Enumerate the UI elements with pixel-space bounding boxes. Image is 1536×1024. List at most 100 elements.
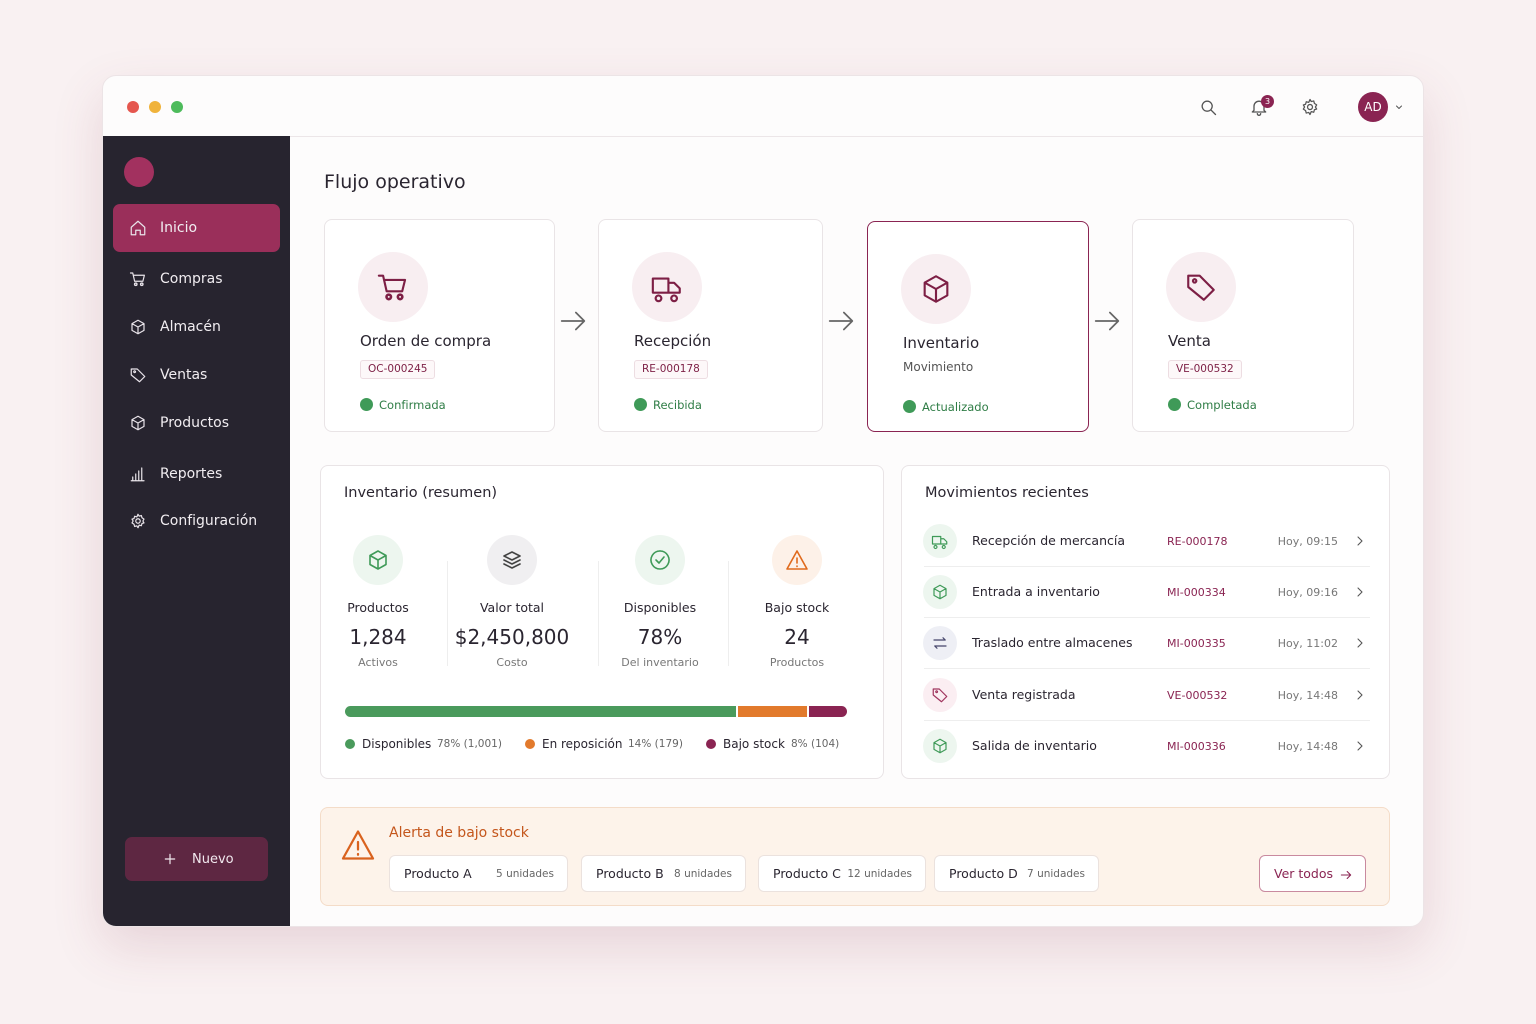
icon-part — [377, 274, 407, 293]
icon-part — [130, 220, 146, 236]
icon-part — [1340, 870, 1352, 880]
icon[interactable] — [1198, 97, 1218, 117]
icon-part — [1357, 690, 1363, 700]
step-icon — [901, 254, 971, 324]
notification-badge: 3 — [1261, 95, 1274, 108]
alert-title: Alerta de bajo stock — [389, 825, 529, 841]
movement-row[interactable]: Recepción de mercancía RE-000178 Hoy, 09:1… — [922, 517, 1372, 565]
icon-part — [933, 637, 947, 649]
icon — [933, 584, 947, 600]
kpi-value: 1,284 — [349, 625, 407, 649]
icon-part — [1357, 638, 1363, 648]
icon — [130, 467, 145, 482]
icon[interactable] — [1300, 97, 1320, 117]
icon — [1357, 587, 1363, 597]
icon — [1187, 274, 1215, 301]
movement-icon — [923, 626, 957, 660]
panel-title: Inventario (resumen) — [344, 485, 498, 501]
movement-icon — [923, 729, 957, 763]
movement-time: Hoy, 11:02 — [1277, 637, 1338, 650]
icon — [1357, 741, 1363, 751]
icon-part — [638, 403, 643, 405]
legend-detail: 78% (1,001) — [437, 738, 502, 750]
new-button[interactable]: Nuevo — [125, 837, 268, 881]
status-dot — [634, 398, 647, 411]
status-text: Recibida — [653, 398, 702, 412]
distribution-bar — [808, 706, 847, 717]
nav-item[interactable]: Inicio — [113, 208, 280, 248]
flow-card[interactable]: Inventario Movimiento Actualizado — [867, 221, 1089, 432]
product-chip[interactable]: Producto C 12 unidades — [758, 855, 926, 892]
flow-card[interactable]: Recepción RE-000178 Recibida — [598, 219, 823, 432]
kpi-value: $2,450,800 — [454, 625, 570, 649]
nav-item[interactable]: Productos — [113, 403, 280, 443]
avatar[interactable]: AD — [1358, 92, 1388, 122]
nav-item[interactable]: Configuración — [113, 501, 280, 541]
movement-row[interactable]: Venta registrada VE-000532 Hoy, 14:48 — [922, 671, 1372, 719]
icon-part — [1302, 98, 1318, 116]
panel-title: Movimientos recientes — [925, 485, 1089, 501]
step-title: Orden de compra — [360, 332, 492, 350]
icon — [131, 513, 145, 529]
kpi-icon — [353, 535, 403, 585]
icon — [129, 272, 145, 287]
movement-icon — [923, 575, 957, 609]
icon — [1340, 870, 1352, 880]
product-chip[interactable]: Producto D 7 unidades — [934, 855, 1099, 892]
icon-part — [131, 319, 145, 335]
movement-time: Hoy, 09:15 — [1277, 535, 1338, 548]
distribution-bar — [345, 706, 737, 717]
icon-part — [503, 551, 521, 569]
legend-detail: 8% (104) — [791, 738, 840, 750]
nav-item[interactable]: Reportes — [113, 454, 280, 494]
product-chip[interactable]: Producto B 8 unidades — [581, 855, 746, 892]
status-text: Completada — [1187, 398, 1257, 412]
flow-card[interactable]: Orden de compra OC-000245 Confirmada — [324, 219, 555, 432]
icon-part — [650, 550, 670, 570]
icon-part — [560, 311, 586, 331]
step-code: VE-000532 — [1168, 360, 1242, 379]
status-dot — [1168, 398, 1181, 411]
icon-part — [786, 550, 808, 570]
movement-label: Entrada a inventario — [972, 584, 1100, 599]
movement-row[interactable]: Traslado entre almacenes MI-000335 Hoy, 11… — [922, 619, 1372, 667]
icon — [377, 274, 407, 301]
chip-qty: 7 unidades — [1027, 868, 1085, 880]
see-all-button[interactable]: Ver todos — [1259, 855, 1366, 892]
row-divider — [924, 566, 1370, 567]
icon-part — [923, 275, 949, 303]
icon-part — [1201, 100, 1217, 116]
movement-row[interactable]: Salida de inventario MI-000336 Hoy, 14:48 — [922, 722, 1372, 770]
nav-item[interactable]: Almacén — [113, 307, 280, 347]
movement-label: Recepción de mercancía — [972, 533, 1125, 548]
kpi-value: 78% — [637, 625, 683, 649]
nav-item[interactable]: Compras — [113, 259, 280, 299]
nav-item[interactable]: Ventas — [113, 355, 280, 395]
chip-name: Producto C — [773, 866, 841, 881]
icon-part — [931, 535, 948, 550]
section-title: Flujo operativo — [324, 171, 466, 193]
nav-label: Ventas — [160, 367, 208, 383]
icon-part — [828, 311, 854, 331]
icon — [932, 688, 948, 703]
kpi-label: Bajo stock — [764, 600, 830, 615]
inventory-panel: Inventario (resumen) Productos 1,284 Activo… — [320, 465, 884, 779]
icon — [131, 415, 145, 431]
row-divider — [924, 617, 1370, 618]
nav-label: Configuración — [160, 513, 258, 529]
icon — [1357, 690, 1363, 700]
chip-qty: 12 unidades — [847, 868, 912, 880]
nav-label: Compras — [160, 271, 223, 287]
movement-label: Salida de inventario — [972, 738, 1097, 753]
icon — [1396, 105, 1402, 109]
row-divider — [924, 720, 1370, 721]
chip-name: Producto A — [404, 866, 472, 881]
flow-card[interactable]: Venta VE-000532 Completada — [1132, 219, 1354, 432]
movement-row[interactable]: Entrada a inventario MI-000334 Hoy, 09:16 — [922, 568, 1372, 616]
product-chip[interactable]: Producto A 5 unidades — [389, 855, 568, 892]
legend-dot — [525, 739, 535, 749]
movement-code: MI-000334 — [1167, 586, 1226, 599]
icon — [786, 550, 808, 570]
icon-part — [933, 584, 947, 600]
